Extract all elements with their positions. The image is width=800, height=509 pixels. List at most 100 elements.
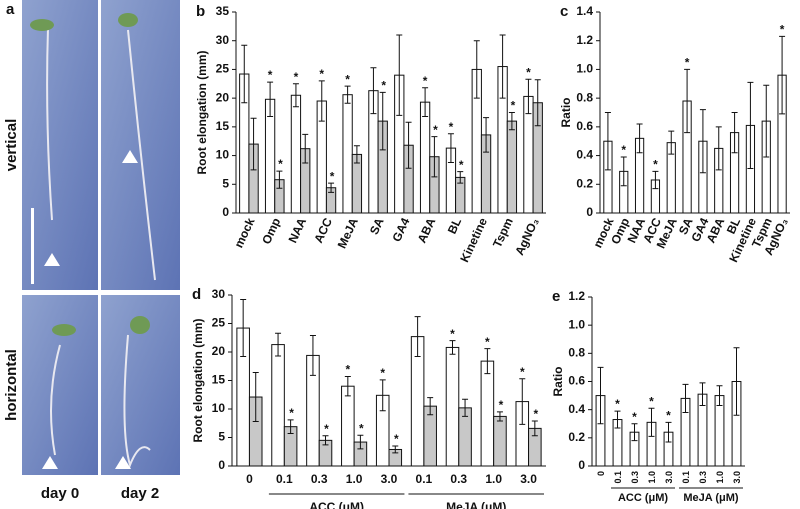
- x-tick-label: 0.3: [311, 472, 328, 486]
- error-bar: [447, 133, 454, 163]
- group-label: ACC (μM): [618, 492, 668, 504]
- error-bar: [396, 34, 403, 116]
- x-tick-label: 0.3: [450, 472, 467, 486]
- y-tick-label: 0.6: [568, 374, 585, 388]
- y-tick-label: 30: [216, 33, 230, 47]
- error-bar: [276, 170, 283, 189]
- leaf: [118, 13, 138, 27]
- y-tick-label: 0.4: [576, 148, 593, 162]
- y-tick-label: 0: [578, 458, 585, 472]
- error-bar: [370, 67, 377, 115]
- photo-panel: a vertical horizontal day 0 day 2: [3, 0, 180, 502]
- significance-mark: *: [666, 409, 671, 423]
- error-bar: [636, 123, 643, 154]
- bar: [271, 344, 285, 467]
- panel-label: c: [560, 3, 568, 20]
- error-bar: [716, 385, 723, 406]
- error-bar: [422, 87, 429, 118]
- y-tick-label: 0: [586, 205, 593, 219]
- significance-mark: *: [423, 74, 428, 88]
- significance-mark: *: [533, 407, 538, 421]
- leaf: [30, 19, 54, 31]
- bar: [714, 395, 725, 467]
- y-tick-label: 30: [212, 287, 226, 301]
- bar: [493, 415, 507, 467]
- error-bar: [250, 117, 257, 171]
- significance-mark: *: [615, 397, 620, 411]
- x-tick-label: AgNO₃: [512, 216, 541, 258]
- x-tick-label: GA4: [389, 215, 412, 244]
- x-tick-label: 1.0: [346, 472, 363, 486]
- error-bar: [392, 445, 399, 454]
- error-bar: [252, 372, 259, 423]
- significance-mark: *: [381, 79, 386, 93]
- error-bar: [665, 421, 672, 443]
- x-tick-label: mock: [232, 215, 258, 250]
- y-tick-label: 1.2: [576, 33, 593, 47]
- bar: [341, 385, 355, 467]
- significance-mark: *: [780, 23, 785, 37]
- error-bar: [483, 117, 490, 153]
- y-tick-label: 35: [216, 4, 230, 18]
- photo: [22, 295, 98, 475]
- error-bar: [519, 378, 526, 425]
- y-tick-label: 1.4: [576, 4, 593, 18]
- error-bar: [652, 170, 659, 190]
- error-bar: [473, 40, 480, 99]
- significance-mark: *: [359, 421, 364, 435]
- photo: [22, 0, 98, 290]
- column-label: day 2: [121, 485, 159, 502]
- error-bar: [379, 379, 386, 412]
- bar: [419, 101, 431, 214]
- bar: [506, 120, 518, 214]
- row-label: horizontal: [3, 349, 20, 421]
- error-bar: [484, 348, 491, 375]
- x-tick-label: 0: [246, 472, 253, 486]
- root: [50, 334, 151, 469]
- group-label: MeJA (μM): [446, 500, 506, 509]
- x-tick-label: BL: [724, 216, 743, 236]
- significance-mark: *: [268, 68, 273, 82]
- error-bar: [508, 112, 515, 131]
- error-bar: [267, 81, 274, 118]
- significance-mark: *: [324, 422, 329, 436]
- significance-mark: *: [294, 70, 299, 84]
- y-tick-label: 0.2: [568, 430, 585, 444]
- error-bar: [699, 109, 706, 174]
- significance-mark: *: [653, 158, 658, 172]
- y-tick-label: 1.0: [576, 62, 593, 76]
- error-bar: [648, 407, 655, 437]
- error-bar: [427, 397, 434, 416]
- error-bar: [302, 133, 309, 164]
- error-bar: [322, 435, 329, 446]
- x-tick-label: 1.0: [715, 471, 725, 484]
- y-tick-label: 15: [212, 373, 226, 387]
- significance-mark: *: [649, 394, 654, 408]
- y-tick-label: 1.2: [568, 289, 585, 303]
- error-bar: [357, 434, 364, 450]
- error-bar: [287, 419, 294, 435]
- x-tick-label: 0.3: [698, 471, 708, 484]
- error-bar: [275, 332, 282, 357]
- y-tick-label: 0.6: [576, 119, 593, 133]
- panel-label: b: [196, 3, 205, 20]
- error-bar: [779, 35, 786, 115]
- significance-mark: *: [319, 67, 324, 81]
- x-tick-label: 1.0: [647, 471, 657, 484]
- x-tick-label: MeJA: [335, 215, 361, 250]
- error-bar: [699, 382, 706, 406]
- error-bar: [682, 383, 689, 413]
- significance-mark: *: [459, 158, 464, 172]
- panel-label: a: [6, 1, 15, 18]
- y-axis-label: Root elongation (mm): [195, 51, 209, 175]
- y-tick-label: 5: [218, 430, 225, 444]
- error-bar: [379, 91, 386, 151]
- x-tick-label: Omp: [259, 216, 283, 247]
- x-tick-label: SA: [367, 215, 387, 236]
- x-tick-label: ACC: [311, 215, 335, 245]
- error-bar: [733, 347, 740, 416]
- significance-mark: *: [526, 65, 531, 79]
- x-tick-label: 3.0: [381, 472, 398, 486]
- leaf: [52, 324, 76, 336]
- significance-mark: *: [520, 365, 525, 379]
